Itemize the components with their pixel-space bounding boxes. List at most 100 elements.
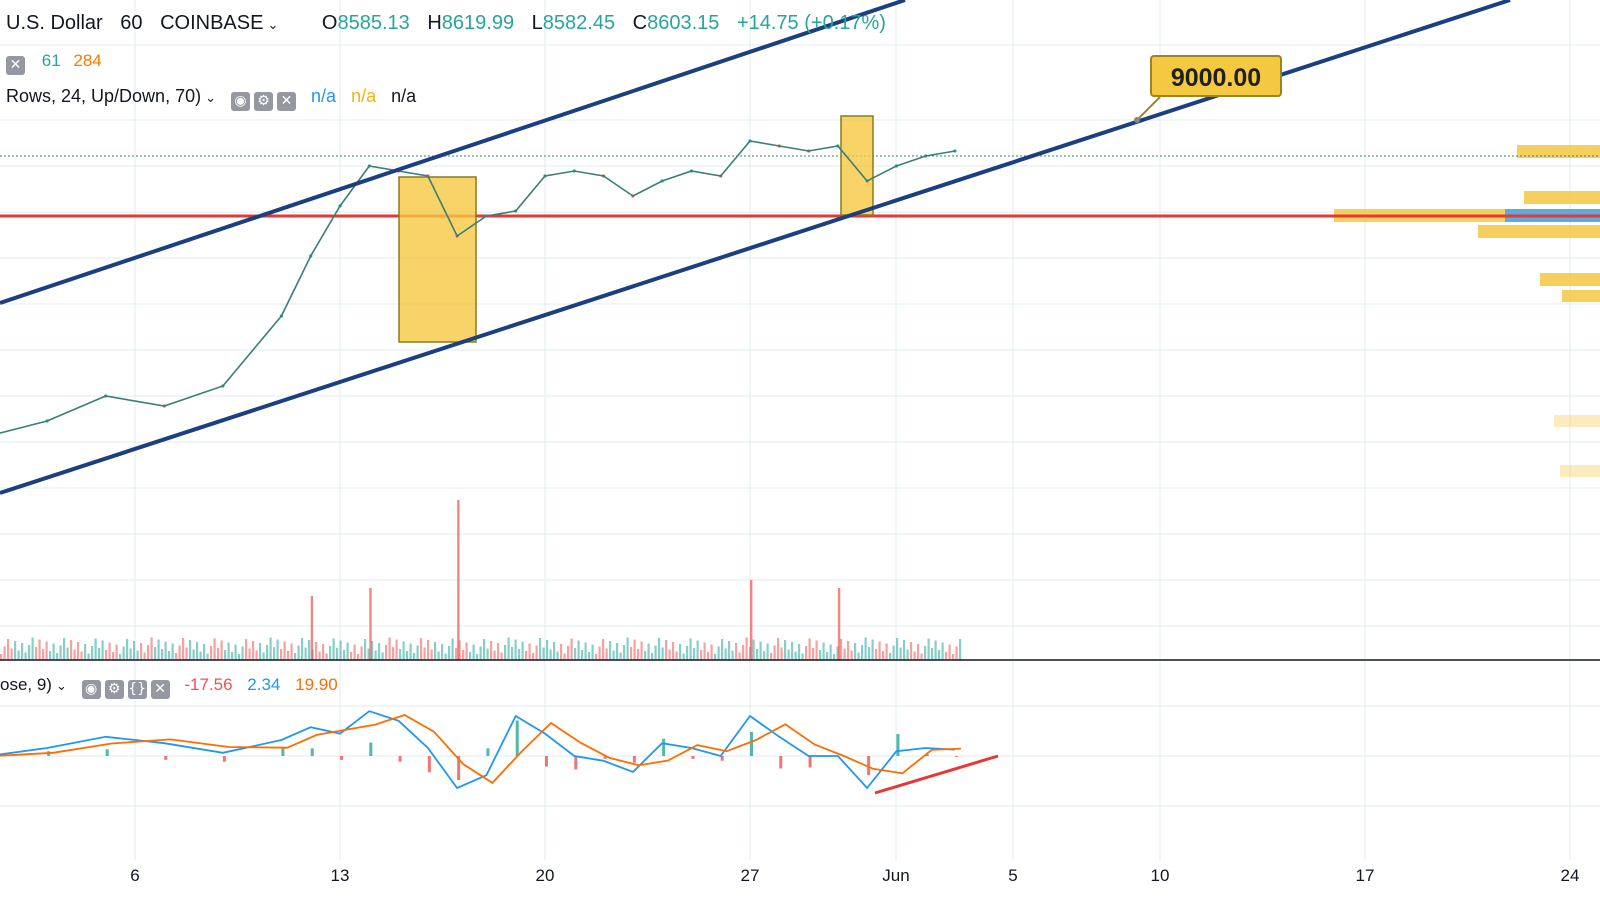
volume-bar bbox=[210, 646, 213, 660]
volume-bar bbox=[819, 650, 822, 660]
volume-bar bbox=[28, 645, 31, 660]
volume-bar bbox=[878, 641, 881, 660]
volume-bar bbox=[738, 652, 741, 660]
volume-bar bbox=[703, 642, 706, 660]
volume-bar bbox=[721, 639, 724, 660]
volume-bar bbox=[493, 650, 496, 660]
volume-bar bbox=[56, 653, 59, 660]
macd-histogram-bar bbox=[427, 756, 431, 773]
volume-bar bbox=[367, 648, 370, 660]
volume-bar bbox=[917, 644, 920, 660]
volume-bar bbox=[465, 642, 468, 660]
macd-histogram-bar bbox=[486, 748, 490, 756]
volume-bar bbox=[171, 643, 174, 660]
macd-line bbox=[0, 710, 956, 790]
chevron-down-icon[interactable]: ⌄ bbox=[267, 18, 279, 33]
signal-value: 2.34 bbox=[247, 675, 281, 694]
eye-icon[interactable]: ◉ bbox=[231, 92, 251, 111]
volume-bar bbox=[262, 652, 265, 660]
volume-bar bbox=[756, 649, 759, 660]
volume-bar bbox=[679, 644, 682, 660]
chevron-down-icon[interactable]: ⌄ bbox=[205, 91, 216, 106]
volume-bar bbox=[318, 651, 321, 660]
macd-histogram-bar bbox=[457, 756, 461, 780]
macd-histogram-bar bbox=[603, 756, 607, 759]
volume-bar bbox=[623, 645, 626, 660]
volume-bar bbox=[875, 649, 878, 660]
volume-bar bbox=[773, 645, 776, 660]
volume-bar bbox=[136, 650, 139, 660]
volume-bar bbox=[108, 642, 111, 660]
volume-bar bbox=[59, 645, 62, 660]
high-value: 8619.99 bbox=[441, 12, 515, 34]
callout-pointer bbox=[1136, 96, 1161, 121]
symbol-name[interactable]: U.S. Dollar bbox=[6, 12, 103, 34]
macd-histogram-bar bbox=[925, 754, 929, 756]
volume-bar bbox=[836, 646, 839, 660]
volume-bar bbox=[406, 651, 409, 660]
gear-icon[interactable]: ⚙ bbox=[254, 92, 274, 111]
volume-bar bbox=[731, 650, 734, 660]
volume-bar bbox=[885, 643, 888, 660]
chevron-down-icon[interactable]: ⌄ bbox=[55, 679, 67, 694]
volume-bar bbox=[521, 641, 524, 660]
volume-bar bbox=[399, 649, 402, 660]
volume-bar bbox=[945, 652, 948, 660]
eye-icon[interactable]: ◉ bbox=[81, 680, 101, 699]
volume-bar bbox=[42, 649, 45, 660]
volume-bar bbox=[154, 647, 157, 660]
open-value: 8585.13 bbox=[337, 12, 410, 34]
volume-bar bbox=[350, 652, 353, 660]
volume-bar bbox=[588, 652, 591, 660]
volume-bar bbox=[700, 650, 703, 660]
volume-bar bbox=[591, 644, 594, 660]
volume-bar bbox=[812, 648, 815, 660]
interval-label[interactable]: 60 bbox=[120, 12, 143, 34]
volume-bar bbox=[805, 646, 808, 660]
volume-profile-bar bbox=[1478, 225, 1600, 238]
volume-bar bbox=[458, 640, 461, 660]
volume-bar bbox=[808, 638, 811, 660]
volume-bar bbox=[640, 641, 643, 660]
volume-bar bbox=[427, 640, 430, 660]
volume-bar bbox=[518, 649, 521, 660]
braces-icon[interactable]: {} bbox=[127, 680, 147, 699]
close-icon[interactable]: ✕ bbox=[6, 56, 25, 75]
volume-bar bbox=[605, 648, 608, 660]
volume-bar bbox=[94, 638, 97, 660]
macd-histogram-bar bbox=[750, 732, 753, 756]
grid bbox=[0, 0, 1600, 860]
volume-bar bbox=[10, 648, 13, 660]
x-tick-label: 6 bbox=[130, 866, 140, 885]
vpvr-label: Rows, 24, Up/Down, 70) bbox=[6, 86, 202, 106]
gear-icon[interactable]: ⚙ bbox=[104, 680, 124, 699]
close-icon[interactable]: ✕ bbox=[150, 680, 170, 699]
macd-histogram-bar bbox=[632, 756, 636, 763]
volume-bar bbox=[217, 648, 220, 660]
volume-bar bbox=[150, 637, 153, 660]
macd-lines bbox=[0, 710, 962, 790]
exchange-label[interactable]: COINBASE bbox=[160, 12, 264, 34]
volume-bar bbox=[595, 654, 598, 660]
volume-bar bbox=[581, 650, 584, 660]
volume-bar bbox=[486, 648, 489, 660]
volume-bar bbox=[567, 646, 570, 660]
volume-bar bbox=[899, 647, 902, 660]
volume-bar bbox=[290, 643, 293, 660]
volume-bar bbox=[822, 642, 825, 660]
volume-bar bbox=[248, 648, 251, 660]
volume-profile-bar bbox=[1524, 191, 1600, 204]
volume-bar bbox=[689, 638, 692, 660]
volume-bar bbox=[185, 647, 188, 660]
volume-bar bbox=[630, 647, 633, 660]
volume-bar bbox=[504, 645, 507, 660]
volume-bar bbox=[213, 638, 216, 660]
volume-profile bbox=[1334, 145, 1600, 477]
volume-bar bbox=[259, 643, 262, 660]
volume-bar bbox=[549, 649, 552, 660]
volume-bar bbox=[301, 638, 304, 660]
macd-value: -17.56 bbox=[184, 675, 233, 694]
target-price-callout[interactable]: 9000.00 bbox=[1150, 55, 1282, 97]
close-icon[interactable]: ✕ bbox=[277, 92, 297, 111]
